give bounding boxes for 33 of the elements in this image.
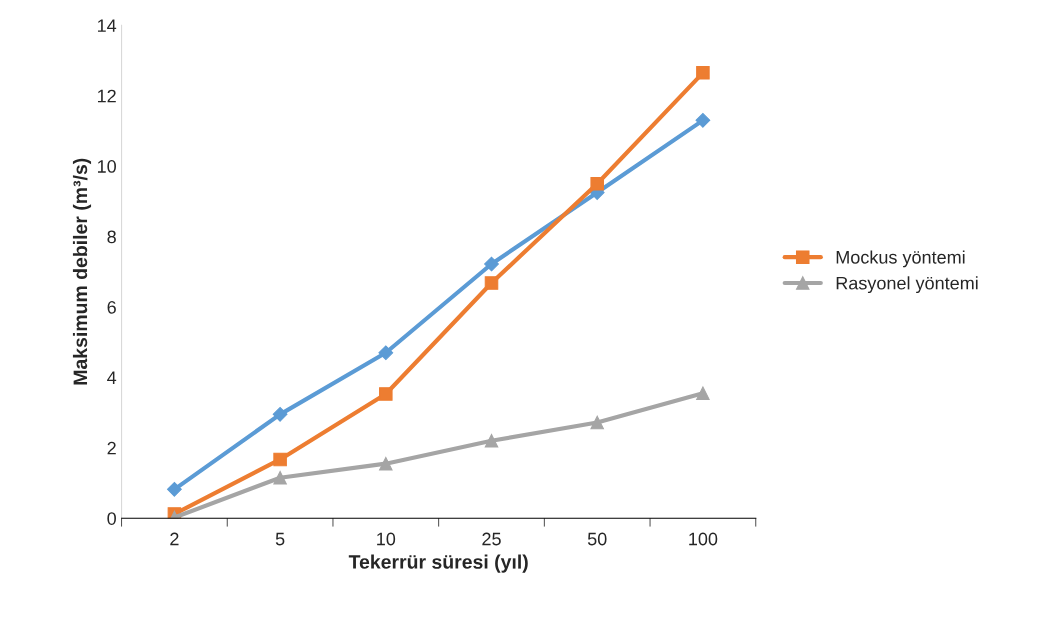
legend-label: Mockus yöntemi bbox=[836, 250, 965, 268]
x-tick-label: 2 bbox=[170, 532, 179, 546]
x-axis-title: Tekerrür süresi (yıl) bbox=[348, 554, 528, 573]
point bbox=[484, 256, 499, 272]
point bbox=[273, 452, 287, 467]
point bbox=[167, 481, 182, 497]
point bbox=[484, 434, 499, 448]
y-axis-title: Maksimum debiler (m³/s) bbox=[72, 158, 92, 385]
x-tick-label: 5 bbox=[275, 532, 285, 546]
point bbox=[696, 66, 710, 80]
point bbox=[272, 406, 288, 422]
x-tick-label: 25 bbox=[482, 532, 501, 546]
legend-label: Rasyonel yöntemi bbox=[836, 276, 978, 294]
y-tick-label: 12 bbox=[97, 89, 116, 103]
point bbox=[590, 176, 604, 191]
x-tick-label: 10 bbox=[377, 532, 396, 546]
y-tick-label: 6 bbox=[107, 300, 116, 314]
point bbox=[379, 456, 393, 471]
y-tick-label: 0 bbox=[107, 512, 116, 525]
y-tick-label: 8 bbox=[107, 230, 116, 244]
y-tick-label: 14 bbox=[97, 19, 117, 32]
point bbox=[590, 415, 604, 430]
point bbox=[273, 470, 287, 485]
point bbox=[379, 387, 393, 401]
point bbox=[378, 345, 394, 361]
point bbox=[696, 386, 710, 401]
y-tick-label: 4 bbox=[107, 371, 117, 384]
x-tick-label: 50 bbox=[587, 532, 607, 546]
x-tick-label: 100 bbox=[689, 532, 718, 546]
y-tick-label: 10 bbox=[97, 160, 116, 173]
point bbox=[695, 112, 711, 128]
point bbox=[484, 276, 499, 290]
y-tick-label: 2 bbox=[107, 441, 116, 455]
